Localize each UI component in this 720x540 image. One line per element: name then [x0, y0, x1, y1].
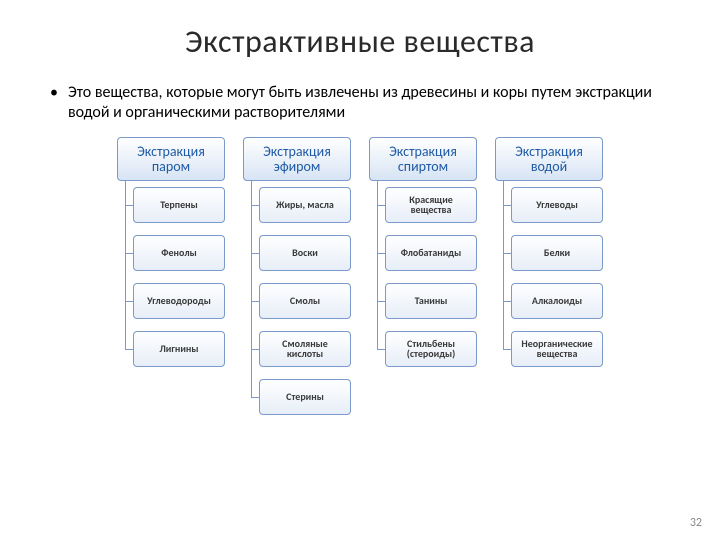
connector [243, 229, 259, 277]
child-box: Углеводороды [133, 283, 225, 319]
connector [117, 229, 133, 277]
column-children: Красящие вещества Флобатаниды Танины Стильб… [369, 181, 477, 373]
child-box: Воски [259, 235, 351, 271]
child-box: Танины [385, 283, 477, 319]
child-row: Углеводы [495, 181, 603, 229]
child-row: Алкалоиды [495, 277, 603, 325]
child-row: Фенолы [117, 229, 225, 277]
bullet-text: Это вещества, которые могут быть извлече… [68, 83, 670, 123]
column-children: Терпены Фенолы Углеводороды Лигнины [117, 181, 225, 373]
diagram-column: Экстракция спиртом Красящие вещества Флоба… [369, 137, 477, 373]
connector [369, 181, 385, 229]
column-header: Экстракция паром [117, 137, 225, 181]
child-row: Стильбены (стероиды) [369, 325, 477, 373]
bullet-marker: • [50, 83, 68, 102]
child-box: Терпены [133, 187, 225, 223]
child-row: Красящие вещества [369, 181, 477, 229]
bullet-list: • Это вещества, которые могут быть извле… [50, 83, 670, 123]
child-box: Неорганические вещества [511, 331, 603, 367]
page-number: 32 [690, 516, 702, 530]
child-row: Углеводороды [117, 277, 225, 325]
child-box: Жиры, масла [259, 187, 351, 223]
child-row: Неорганические вещества [495, 325, 603, 373]
connector [369, 325, 385, 373]
child-box: Красящие вещества [385, 187, 477, 223]
child-box: Углеводы [511, 187, 603, 223]
child-box: Белки [511, 235, 603, 271]
connector [495, 229, 511, 277]
child-row: Жиры, масла [243, 181, 351, 229]
child-box: Смолы [259, 283, 351, 319]
child-row: Лигнины [117, 325, 225, 373]
child-row: Белки [495, 229, 603, 277]
diagram-column: Экстракция водой Углеводы Белки Алкалоиды Не… [495, 137, 603, 373]
column-children: Углеводы Белки Алкалоиды Неорганические вещ… [495, 181, 603, 373]
child-box: Фенолы [133, 235, 225, 271]
connector [495, 181, 511, 229]
hierarchy-diagram: Экстракция паром Терпены Фенолы Углеводород… [0, 137, 720, 421]
diagram-column: Экстракция паром Терпены Фенолы Углеводород… [117, 137, 225, 373]
connector [495, 325, 511, 373]
child-row: Смоляные кислоты [243, 325, 351, 373]
connector [243, 325, 259, 373]
connector [243, 181, 259, 229]
child-row: Воски [243, 229, 351, 277]
connector [369, 229, 385, 277]
connector [117, 181, 133, 229]
connector [369, 277, 385, 325]
connector [495, 277, 511, 325]
child-box: Стерины [259, 379, 351, 415]
child-row: Танины [369, 277, 477, 325]
child-box: Стильбены (стероиды) [385, 331, 477, 367]
column-children: Жиры, масла Воски Смолы Смоляные кислоты Сте… [243, 181, 351, 421]
child-row: Смолы [243, 277, 351, 325]
child-box: Алкалоиды [511, 283, 603, 319]
column-header: Экстракция спиртом [369, 137, 477, 181]
child-row: Терпены [117, 181, 225, 229]
column-header: Экстракция эфиром [243, 137, 351, 181]
connector [117, 277, 133, 325]
child-box: Лигнины [133, 331, 225, 367]
slide-title: Экстрактивные вещества [0, 0, 720, 61]
connector [117, 325, 133, 373]
child-box: Смоляные кислоты [259, 331, 351, 367]
connector [243, 277, 259, 325]
connector [243, 373, 259, 421]
bullet-item: • Это вещества, которые могут быть извле… [50, 83, 670, 123]
child-row: Флобатаниды [369, 229, 477, 277]
slide: Экстрактивные вещества • Это вещества, к… [0, 0, 720, 540]
child-box: Флобатаниды [385, 235, 477, 271]
column-header: Экстракция водой [495, 137, 603, 181]
diagram-column: Экстракция эфиром Жиры, масла Воски Смолы См… [243, 137, 351, 421]
child-row: Стерины [243, 373, 351, 421]
